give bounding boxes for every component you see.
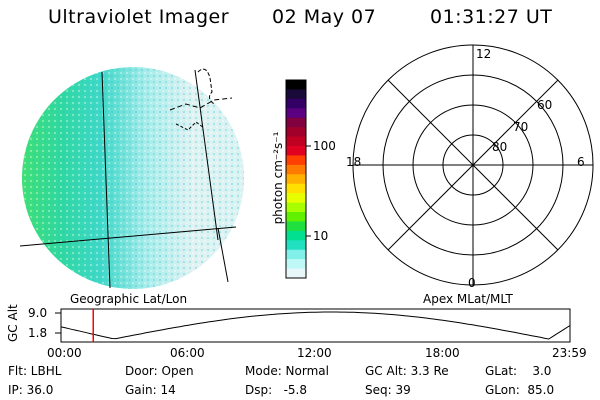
info-ip: IP: 36.0: [8, 383, 54, 397]
mlt-label-12: 12: [476, 47, 492, 61]
info-gc-alt: GC Alt: 3.3 Re: [365, 364, 449, 378]
colorbar-stripe: [286, 164, 306, 175]
colorbar-stripe: [286, 98, 306, 109]
colorbar-stripe: [286, 221, 306, 232]
lat-label-80: 80: [492, 140, 508, 154]
info-mode: Mode: Normal: [245, 364, 329, 378]
colorbar-stripe: [286, 268, 306, 279]
alt-tick-9: 9.0: [28, 306, 48, 320]
instrument-title: Ultraviolet Imager: [48, 6, 230, 28]
time-tick-0000: 00:00: [47, 346, 82, 360]
colorbar-stripe: [286, 117, 306, 128]
colorbar-tick-100: 100: [313, 139, 336, 153]
info-seq: Seq: 39: [365, 383, 411, 397]
lat-label-70: 70: [513, 120, 529, 134]
info-gain: Gain: 14: [125, 383, 176, 397]
info-glon: GLon: 85.0: [485, 383, 555, 397]
time-label: 01:31:27 UT: [430, 6, 553, 28]
colorbar-stripe: [286, 249, 306, 260]
lat-label-60: 60: [537, 98, 553, 112]
colorbar-tick-10: 10: [313, 229, 329, 243]
apex-caption: Apex MLat/MLT: [423, 292, 513, 306]
mlt-label-18: 18: [346, 155, 362, 169]
time-tick-1200: 12:00: [297, 346, 332, 360]
colorbar-stripe: [286, 89, 306, 100]
colorbar-stripe: [286, 127, 306, 138]
colorbar-stripe: [286, 80, 306, 90]
colorbar-stripe: [286, 259, 306, 270]
colorbar-stripe: [286, 230, 306, 241]
mlt-label-0: 0: [468, 276, 476, 290]
colorbar-stripe: [286, 146, 306, 156]
time-tick-1800: 18:00: [425, 346, 460, 360]
colorbar-stripe: [286, 108, 306, 119]
colorbar-stripe: [286, 212, 306, 222]
info-filter: Flt: LBHL: [8, 364, 62, 378]
info-door: Door: Open: [125, 364, 194, 378]
colorbar-stripe: [286, 193, 306, 204]
mlt-label-6: 6: [577, 155, 585, 169]
time-tick-0600: 06:00: [170, 346, 205, 360]
colorbar-stripe: [286, 174, 306, 185]
colorbar-stripe: [286, 155, 306, 166]
date-label: 02 May 07: [272, 6, 377, 28]
colorbar-stripe: [286, 202, 306, 213]
info-glat: GLat: 3.0: [485, 364, 552, 378]
alt-axis-label: GC Alt: [6, 304, 20, 342]
time-tick-2359: 23:59: [552, 346, 587, 360]
geographic-caption: Geographic Lat/Lon: [70, 292, 188, 306]
alt-tick-1-8: 1.8: [28, 326, 48, 340]
colorbar-stripe: [286, 240, 306, 251]
colorbar-stripe: [286, 136, 306, 147]
info-dsp: Dsp: -5.8: [245, 383, 308, 397]
colorbar-stripe: [286, 183, 306, 194]
